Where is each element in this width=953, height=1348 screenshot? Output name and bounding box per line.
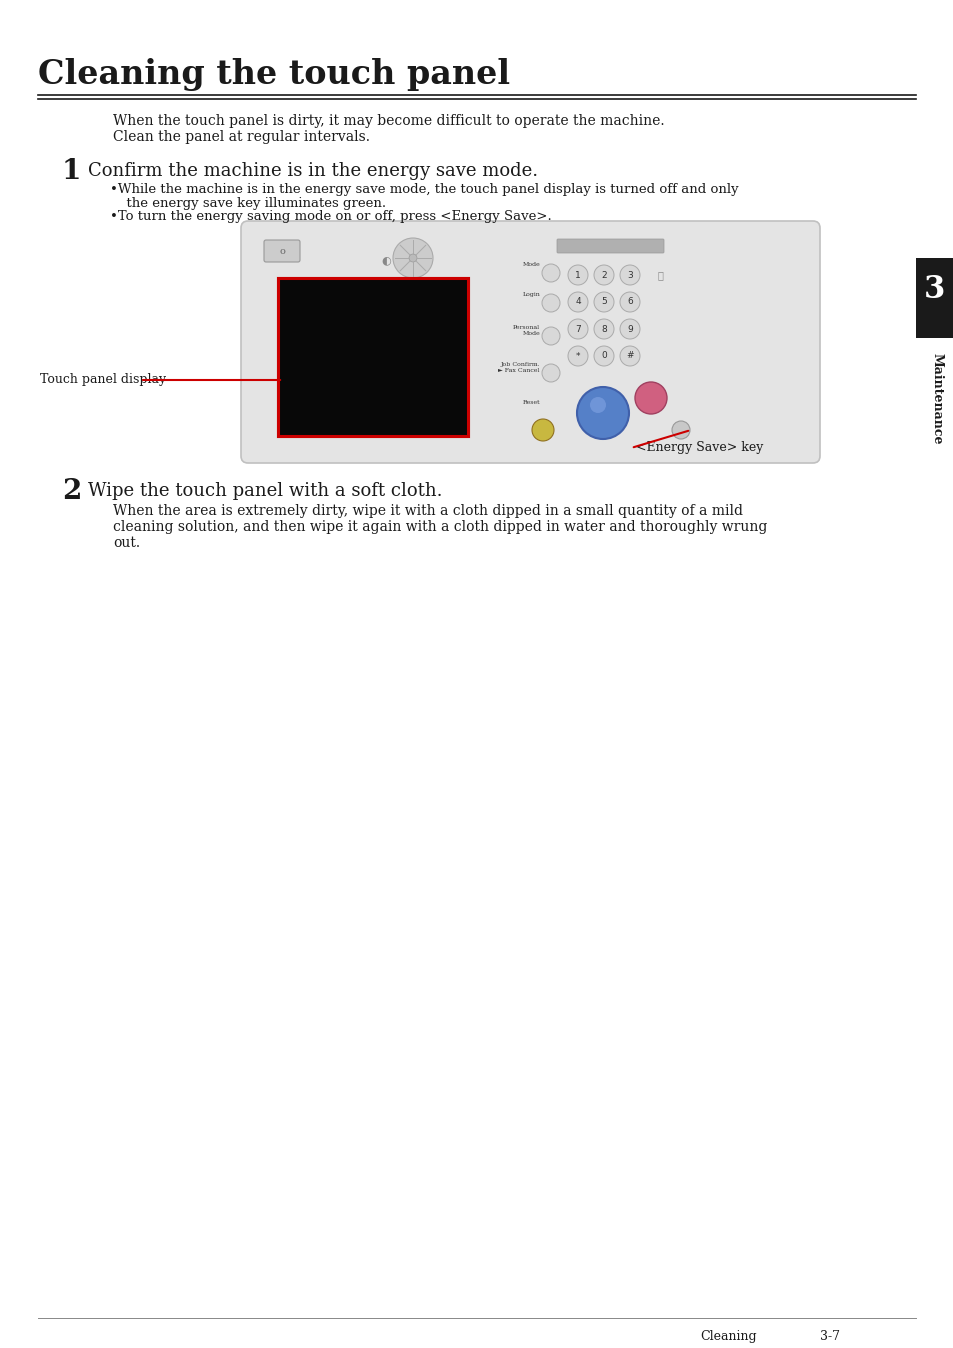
Text: Mode: Mode	[521, 262, 539, 267]
Circle shape	[635, 381, 666, 414]
Circle shape	[589, 398, 605, 412]
Circle shape	[567, 319, 587, 338]
Text: Maintenance: Maintenance	[929, 353, 943, 445]
Circle shape	[619, 266, 639, 284]
Circle shape	[619, 346, 639, 367]
Text: 3-7: 3-7	[820, 1330, 840, 1343]
Text: 2: 2	[600, 271, 606, 279]
Circle shape	[594, 293, 614, 311]
Circle shape	[619, 319, 639, 338]
Circle shape	[594, 346, 614, 367]
Text: When the area is extremely dirty, wipe it with a cloth dipped in a small quantit: When the area is extremely dirty, wipe i…	[112, 504, 742, 518]
Text: When the touch panel is dirty, it may become difficult to operate the machine.: When the touch panel is dirty, it may be…	[112, 115, 664, 128]
Text: 9: 9	[626, 325, 632, 333]
FancyBboxPatch shape	[264, 240, 299, 262]
Text: Login: Login	[521, 293, 539, 297]
Circle shape	[541, 264, 559, 282]
Circle shape	[594, 319, 614, 338]
Circle shape	[567, 266, 587, 284]
FancyBboxPatch shape	[260, 263, 485, 456]
FancyBboxPatch shape	[241, 221, 820, 462]
Text: 6: 6	[626, 298, 632, 306]
Circle shape	[619, 293, 639, 311]
Text: <Energy Save> key: <Energy Save> key	[636, 442, 762, 454]
Circle shape	[541, 328, 559, 345]
Circle shape	[532, 419, 554, 441]
Text: the energy save key illuminates green.: the energy save key illuminates green.	[118, 197, 386, 210]
Text: 4: 4	[575, 298, 580, 306]
Bar	[915, 257, 953, 338]
Text: 3: 3	[923, 275, 944, 306]
Circle shape	[567, 293, 587, 311]
Text: 3: 3	[626, 271, 632, 279]
Circle shape	[541, 294, 559, 311]
Circle shape	[409, 253, 416, 262]
Text: 1: 1	[62, 158, 81, 185]
Text: Cleaning the touch panel: Cleaning the touch panel	[38, 58, 510, 92]
Circle shape	[671, 421, 689, 439]
Text: 8: 8	[600, 325, 606, 333]
Text: 1: 1	[575, 271, 580, 279]
Text: Personal
Mode: Personal Mode	[513, 325, 539, 336]
Text: 0: 0	[600, 352, 606, 360]
Text: Touch panel display: Touch panel display	[40, 373, 166, 387]
Text: Clean the panel at regular intervals.: Clean the panel at regular intervals.	[112, 129, 370, 144]
Text: ⤢: ⤢	[658, 270, 663, 280]
Text: •To turn the energy saving mode on or off, press <Energy Save>.: •To turn the energy saving mode on or of…	[110, 210, 551, 222]
Text: cleaning solution, and then wipe it again with a cloth dipped in water and thoro: cleaning solution, and then wipe it agai…	[112, 520, 766, 534]
FancyBboxPatch shape	[557, 239, 663, 253]
Text: Job Confirm.
► Fax Cancel: Job Confirm. ► Fax Cancel	[498, 363, 539, 373]
Text: •While the machine is in the energy save mode, the touch panel display is turned: •While the machine is in the energy save…	[110, 183, 738, 195]
Circle shape	[567, 346, 587, 367]
Bar	[277, 278, 468, 435]
Text: Reset: Reset	[522, 400, 539, 404]
Text: out.: out.	[112, 537, 140, 550]
Text: Wipe the touch panel with a soft cloth.: Wipe the touch panel with a soft cloth.	[88, 483, 442, 500]
Circle shape	[393, 239, 433, 278]
Text: Confirm the machine is in the energy save mode.: Confirm the machine is in the energy sav…	[88, 162, 537, 181]
Text: Cleaning: Cleaning	[700, 1330, 756, 1343]
Text: #: #	[625, 352, 633, 360]
Circle shape	[541, 364, 559, 381]
Text: 5: 5	[600, 298, 606, 306]
Text: *: *	[576, 352, 579, 360]
Text: ◐: ◐	[381, 255, 391, 266]
Circle shape	[577, 387, 628, 439]
Circle shape	[594, 266, 614, 284]
Text: o: o	[279, 247, 285, 256]
Text: 2: 2	[62, 479, 81, 506]
Text: 7: 7	[575, 325, 580, 333]
Bar	[277, 278, 468, 435]
